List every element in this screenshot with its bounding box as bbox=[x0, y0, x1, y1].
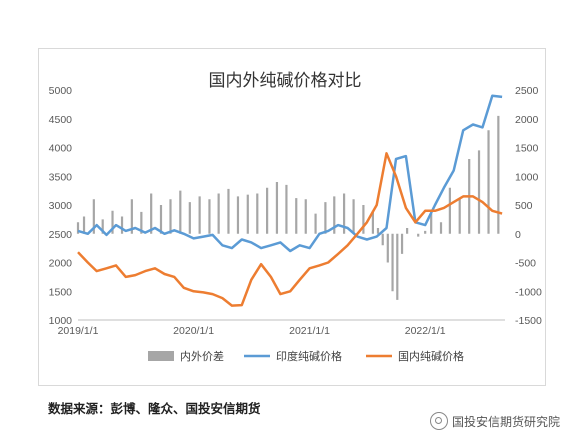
y-right-tick-label: 500 bbox=[515, 200, 533, 212]
y-left-tick-label: 1000 bbox=[49, 315, 73, 327]
y-left-tick-label: 4000 bbox=[49, 143, 73, 155]
y-left-tick-label: 1500 bbox=[49, 286, 73, 298]
y-left-tick-label: 3500 bbox=[49, 171, 73, 183]
y-right-tick-label: 2000 bbox=[515, 114, 539, 126]
y-right-tick-label: 1000 bbox=[515, 171, 539, 183]
watermark-text: 国投安信期货研究院 bbox=[451, 414, 560, 429]
y-left-tick-label: 5000 bbox=[49, 85, 73, 97]
y-right-tick-label: -1000 bbox=[515, 286, 542, 298]
wechat-icon bbox=[429, 412, 448, 430]
y-left-tick-label: 3000 bbox=[49, 200, 73, 212]
x-tick-label: 2022/1/1 bbox=[405, 325, 446, 337]
y-right-tick-label: 1500 bbox=[515, 143, 539, 155]
legend-label: 印度纯碱价格 bbox=[276, 349, 342, 363]
legend-label: 国内纯碱价格 bbox=[398, 349, 464, 363]
x-tick-label: 2021/1/1 bbox=[289, 325, 330, 337]
x-tick-label: 2020/1/1 bbox=[173, 325, 214, 337]
x-tick-label: 2019/1/1 bbox=[58, 325, 99, 337]
watermark: 国投安信期货研究院 bbox=[429, 412, 560, 430]
domestic-price-line bbox=[77, 152, 503, 307]
y-right-tick-label: 0 bbox=[515, 229, 521, 241]
legend-swatch-spread bbox=[148, 351, 174, 361]
y-left-tick-label: 2000 bbox=[49, 258, 73, 270]
y-right-tick-label: 2500 bbox=[515, 85, 539, 97]
legend-label: 内外价差 bbox=[180, 349, 224, 363]
y-right-tick-label: -1500 bbox=[515, 315, 542, 327]
source-note: 数据来源：彭博、隆众、国投安信期货 bbox=[48, 402, 261, 416]
y-right-tick-label: -500 bbox=[515, 258, 536, 270]
chart-title: 国内外纯碱价格对比 bbox=[208, 71, 362, 90]
y-left-tick-label: 4500 bbox=[49, 114, 73, 126]
y-left-tick-label: 2500 bbox=[49, 229, 73, 241]
